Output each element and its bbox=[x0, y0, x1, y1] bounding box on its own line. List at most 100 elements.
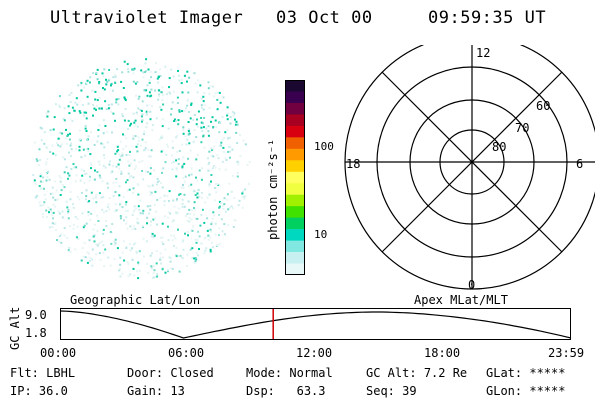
disk-pixel bbox=[167, 127, 170, 130]
disk-pixel bbox=[130, 249, 132, 252]
disk-pixel bbox=[141, 113, 144, 116]
colorbar-swatch bbox=[285, 137, 305, 150]
disk-pixel bbox=[54, 199, 57, 201]
disk-pixel bbox=[138, 95, 141, 98]
disk-pixel bbox=[119, 275, 122, 278]
disk-pixel bbox=[85, 82, 88, 85]
disk-pixel bbox=[182, 248, 185, 251]
disk-pixel bbox=[157, 76, 160, 79]
disk-pixel bbox=[193, 257, 196, 260]
disk-pixel bbox=[148, 185, 151, 188]
disk-pixel bbox=[228, 137, 231, 139]
disk-pixel bbox=[155, 61, 157, 64]
disk-pixel bbox=[92, 235, 95, 238]
disk-pixel bbox=[229, 122, 232, 125]
disk-pixel bbox=[115, 165, 118, 168]
disk-pixel bbox=[202, 108, 205, 111]
disk-pixel bbox=[132, 176, 135, 179]
disk-pixel bbox=[151, 129, 154, 132]
disk-pixel bbox=[173, 205, 176, 208]
disk-pixel bbox=[219, 101, 222, 104]
disk-pixel bbox=[183, 109, 186, 112]
disk-pixel bbox=[85, 195, 88, 198]
disk-pixel bbox=[33, 141, 36, 144]
disk-pixel bbox=[70, 91, 73, 94]
disk-pixel bbox=[98, 192, 101, 195]
disk-pixel bbox=[128, 243, 131, 245]
disk-pixel bbox=[139, 199, 142, 202]
disk-pixel bbox=[173, 245, 175, 247]
disk-pixel bbox=[114, 242, 117, 245]
disk-pixel bbox=[145, 240, 148, 243]
disk-pixel bbox=[153, 269, 156, 272]
disk-pixel bbox=[45, 209, 48, 212]
disk-pixel bbox=[115, 101, 118, 104]
disk-pixel bbox=[101, 240, 104, 243]
disk-pixel bbox=[181, 202, 184, 205]
disk-pixel bbox=[142, 149, 145, 152]
disk-pixel bbox=[80, 84, 83, 86]
disk-pixel bbox=[218, 206, 221, 209]
disk-pixel bbox=[54, 103, 57, 106]
footer-seq: Seq: 39 bbox=[366, 384, 417, 398]
disk-pixel bbox=[64, 137, 67, 140]
disk-pixel bbox=[200, 106, 203, 109]
disk-pixel bbox=[127, 275, 130, 278]
disk-pixel bbox=[136, 81, 139, 84]
disk-pixel bbox=[37, 164, 40, 167]
disk-pixel bbox=[187, 130, 190, 132]
disk-pixel bbox=[149, 254, 152, 257]
disk-pixel bbox=[66, 206, 69, 209]
disk-pixel bbox=[210, 147, 213, 150]
disk-pixel bbox=[63, 234, 66, 237]
disk-pixel bbox=[102, 232, 105, 235]
disk-pixel bbox=[123, 60, 126, 63]
disk-pixel bbox=[47, 209, 50, 212]
disk-pixel bbox=[142, 209, 145, 212]
disk-pixel bbox=[82, 148, 85, 151]
disk-pixel bbox=[65, 128, 67, 131]
disk-pixel bbox=[186, 104, 189, 107]
disk-pixel bbox=[84, 198, 87, 201]
disk-pixel bbox=[178, 74, 180, 77]
disk-pixel bbox=[79, 179, 82, 182]
disk-pixel bbox=[138, 161, 141, 164]
disk-pixel bbox=[175, 168, 178, 171]
disk-pixel bbox=[66, 135, 69, 137]
disk-pixel bbox=[59, 177, 62, 179]
disk-pixel bbox=[168, 256, 171, 259]
colorbar-swatch bbox=[285, 263, 305, 276]
disk-pixel bbox=[160, 150, 163, 153]
disk-pixel bbox=[195, 241, 198, 244]
disk-pixel bbox=[187, 91, 190, 94]
disk-pixel bbox=[105, 108, 108, 111]
disk-pixel bbox=[94, 196, 97, 199]
disk-pixel bbox=[51, 186, 54, 189]
disk-pixel bbox=[138, 208, 141, 211]
colorbar-swatch bbox=[285, 114, 305, 127]
disk-pixel bbox=[95, 243, 98, 246]
disk-pixel bbox=[48, 211, 50, 214]
disk-pixel bbox=[203, 92, 206, 94]
disk-pixel bbox=[180, 82, 183, 85]
disk-pixel bbox=[83, 169, 86, 172]
disk-pixel bbox=[67, 177, 69, 180]
disk-pixel bbox=[102, 228, 105, 231]
disk-pixel bbox=[150, 76, 152, 79]
disk-pixel bbox=[103, 68, 106, 71]
disk-pixel bbox=[141, 100, 144, 103]
disk-pixel bbox=[72, 227, 75, 230]
disk-pixel bbox=[97, 243, 100, 246]
disk-pixel bbox=[126, 189, 129, 192]
colorbar-swatch bbox=[285, 229, 305, 242]
disk-pixel bbox=[161, 86, 164, 89]
disk-pixel bbox=[203, 252, 206, 255]
disk-pixel bbox=[223, 197, 226, 200]
disk-pixel bbox=[90, 164, 93, 166]
disk-pixel bbox=[181, 78, 184, 81]
polar-ring-outer bbox=[344, 45, 595, 290]
disk-pixel bbox=[203, 221, 206, 224]
disk-pixel bbox=[55, 189, 58, 192]
disk-pixel bbox=[92, 114, 94, 117]
disk-pixel bbox=[196, 192, 199, 195]
